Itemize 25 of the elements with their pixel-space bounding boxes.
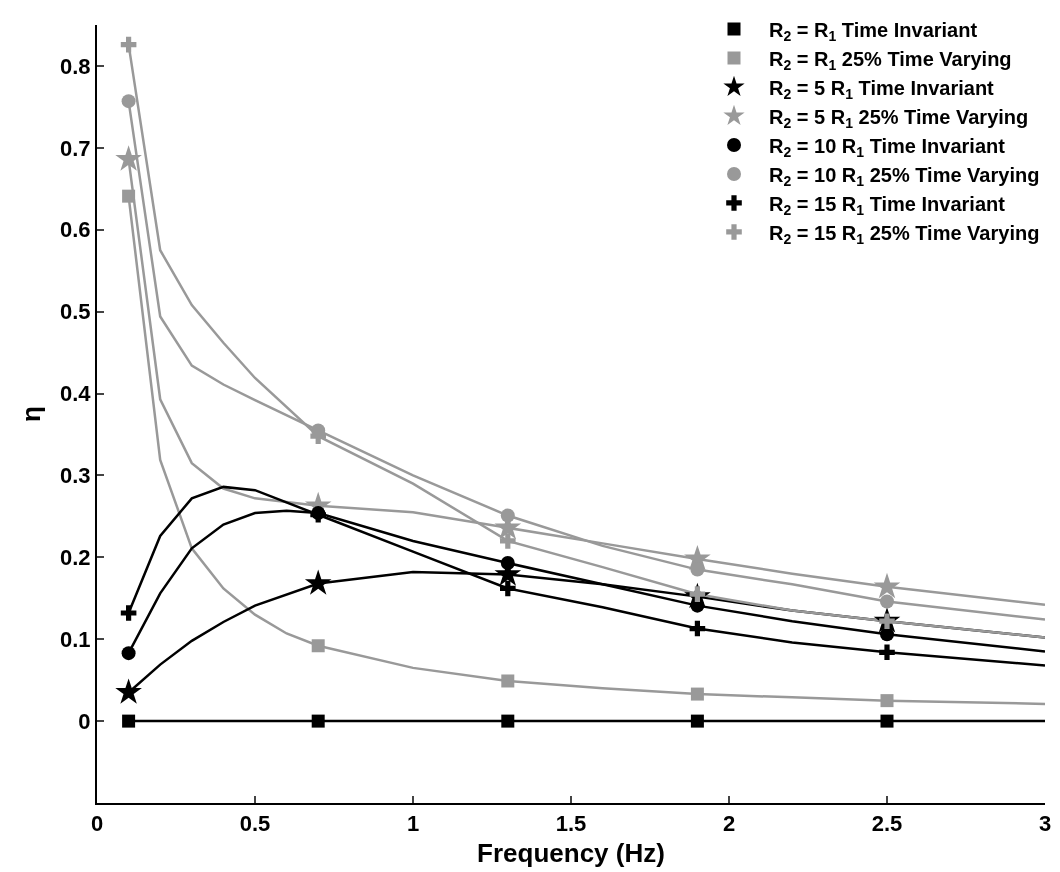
legend-label: R$_{2}$ = 10 R$_{1}$ 25% Time Varying	[769, 163, 1040, 189]
x-tick-label: 2.5	[871, 811, 903, 837]
legend-label: R$_{2}$ = 5 R$_{1}$ Time Invariant	[769, 76, 995, 102]
legend-label: R$_{2}$ = R$_{1}$ Time Invariant	[769, 18, 978, 44]
y-tick-label: 0.4	[60, 381, 92, 407]
x-tick-label: 0.5	[239, 811, 271, 837]
legend-label: R$_{2}$ = 10 R$_{1}$ Time Invariant	[769, 134, 1006, 160]
x-tick-label: 1	[406, 811, 420, 837]
y-tick-label: 0.1	[60, 626, 91, 652]
x-axis-title: Frequency (Hz)	[477, 837, 665, 868]
y-tick-label: 0.5	[60, 299, 91, 325]
y-tick-label: 0.7	[60, 135, 91, 161]
x-tick-label: 1.5	[555, 811, 587, 837]
y-axis-title: η	[15, 406, 46, 422]
x-tick-label: 2	[722, 811, 736, 837]
y-tick-label: 0.6	[60, 217, 91, 243]
legend-label: R$_{2}$ = 15 R$_{1}$ Time Invariant	[769, 192, 1006, 218]
y-tick-label: 0.3	[60, 463, 91, 489]
legend-label: R$_{2}$ = R$_{1}$ 25% Time Varying	[769, 47, 1012, 73]
x-tick-label: 3	[1038, 811, 1052, 837]
y-tick-label: 0.2	[60, 545, 91, 571]
y-tick-label: 0	[78, 708, 91, 734]
y-tick-label: 0.8	[60, 53, 91, 79]
legend-label: R$_{2}$ = 5 R$_{1}$ 25% Time Varying	[769, 105, 1029, 131]
legend-label: R$_{2}$ = 15 R$_{1}$ 25% Time Varying	[769, 221, 1040, 247]
